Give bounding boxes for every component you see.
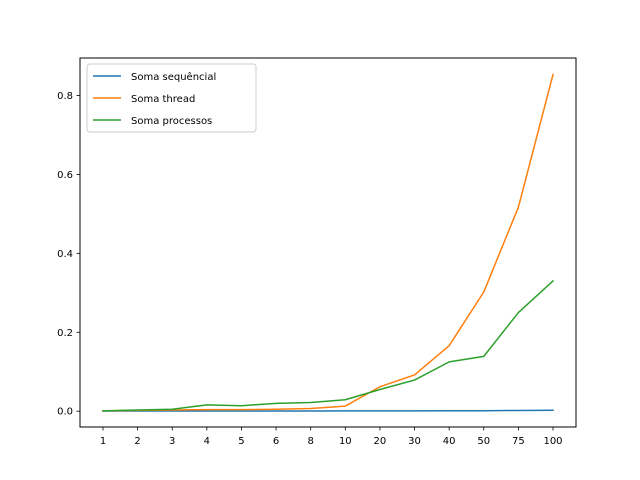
x-tick-label: 50: [477, 436, 490, 447]
x-tick-label: 1: [100, 436, 106, 447]
series-layer: [102, 73, 555, 412]
legend-label-3: Soma processos: [131, 116, 212, 127]
legend: Soma sequêncial Soma thread Soma processos: [86, 63, 257, 133]
series-line-3: [102, 279, 555, 412]
x-tick-label: 2: [134, 436, 140, 447]
x-tick-label: 3: [169, 436, 175, 447]
x-tick-label: 8: [308, 436, 314, 447]
x-tick-label: 75: [512, 436, 525, 447]
x-tick-label: 20: [374, 436, 387, 447]
y-tick-label: 0.0: [57, 407, 73, 418]
y-tick-label: 0.4: [57, 249, 73, 260]
y-tick-label: 0.8: [57, 91, 73, 102]
legend-box: [86, 63, 257, 133]
x-axis: 1 2 3 4 5 6 8 10 20 30 40 50 75 100: [100, 427, 563, 447]
x-tick-label: 5: [238, 436, 244, 447]
plot-frame: [79, 57, 577, 428]
x-tick-label: 10: [339, 436, 352, 447]
y-tick-label: 0.6: [57, 170, 73, 181]
series-line-2: [102, 73, 554, 412]
x-tick-label: 30: [408, 436, 421, 447]
x-tick-label: 6: [273, 436, 279, 447]
y-axis: 0.0 0.2 0.4 0.6 0.8: [57, 91, 80, 418]
x-tick-label: 4: [204, 436, 210, 447]
x-tick-label: 100: [543, 436, 562, 447]
legend-label-1: Soma sequêncial: [131, 71, 216, 83]
y-tick-label: 0.2: [57, 328, 73, 339]
x-tick-label: 40: [443, 436, 456, 447]
series-line-1: [102, 409, 554, 412]
legend-label-2: Soma thread: [131, 94, 195, 105]
